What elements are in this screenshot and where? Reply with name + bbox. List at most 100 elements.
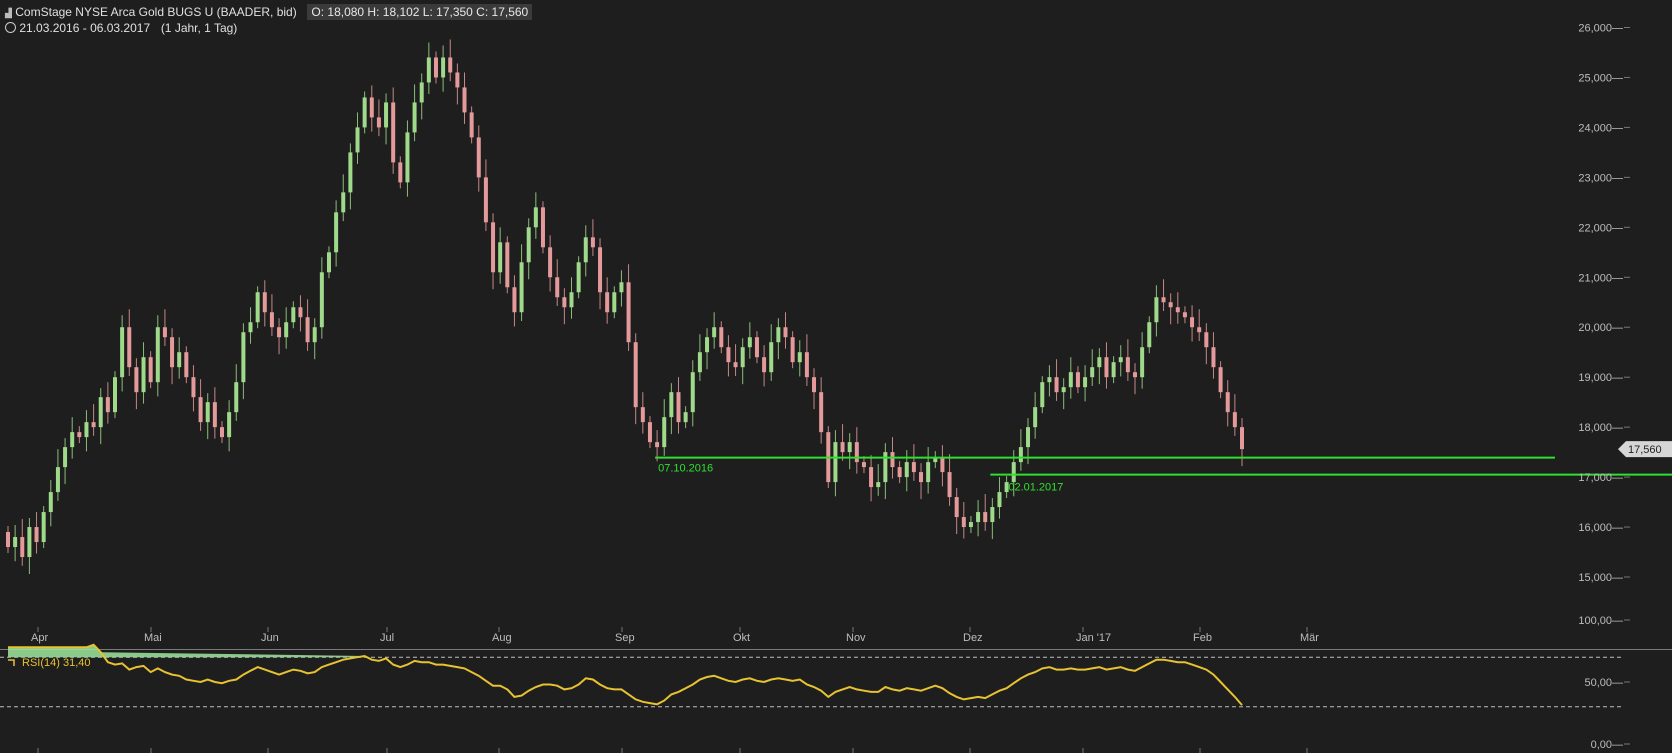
candle-body [55,467,60,493]
candle-body [105,397,110,413]
candle-body [476,137,481,178]
candle-body [441,57,446,78]
candle-body [1225,392,1230,413]
candle-body [790,337,795,363]
candle-body [569,292,574,308]
candle-body [804,352,809,378]
date-range-row: 21.03.2016 - 06.03.2017 (1 Jahr, 1 Tag) [5,21,237,35]
x-tick-label: Feb [1193,632,1212,644]
candle-body [812,377,817,393]
candle-body [1204,332,1209,348]
candle-body [1197,327,1202,333]
candle-body [184,352,189,378]
rsi-tick-label: 100,00— [1578,615,1623,627]
candle-body [1047,377,1052,383]
candle-body [769,342,774,373]
candle-body [462,87,467,113]
candle-body [13,537,18,548]
candle-body [840,442,845,453]
y-tick-label: 23,000— [1578,172,1623,184]
x-tick-label: Sep [615,632,635,644]
candle-body [405,132,410,183]
candle-body [1018,447,1023,463]
candle-body [655,442,660,448]
candle-body [334,212,339,253]
candle-body [483,177,488,223]
candle-body [783,327,788,338]
candle-body [633,342,638,408]
candle-body [234,382,239,413]
candle-body [562,297,567,308]
candle-body [34,527,39,543]
x-tick-label: Mär [1300,632,1319,644]
candle-body [319,272,324,328]
candle-body [348,152,353,193]
last-price-badge [1618,441,1672,458]
candle-body [583,237,588,263]
candle-body [598,247,603,293]
candle-body [1004,482,1009,493]
candle-body [20,537,25,558]
candle-body [70,432,75,448]
candle-body [854,442,859,463]
candle-body [1040,382,1045,408]
y-tick-label: 22,000— [1578,222,1623,234]
y-tick-label: 17,000— [1578,472,1623,484]
rsi-layer: 100,00— 50,00— 0,00— RSI(14) 31,40 [0,615,1630,751]
candle-body [1068,372,1073,388]
x-tick-label: Jun [261,632,279,644]
candle-body [1075,372,1080,388]
x-tick-label: Okt [733,632,750,644]
candle-body [1168,302,1173,308]
candle-body [833,442,838,483]
x-tick-label: Aug [492,632,512,644]
candle-body [954,497,959,518]
candle-body [605,292,610,313]
candle-body [269,312,274,328]
candle-body [1011,462,1016,483]
candle-body [41,512,46,543]
y-tick-label: 16,000— [1578,522,1623,534]
rsi-tick-label: 0,00— [1591,739,1623,751]
candle-body [526,227,531,263]
candle-body [797,352,802,363]
candle-body [968,522,973,528]
candle-body [690,372,695,413]
candle-body [170,337,175,368]
candle-body [77,432,82,438]
candle-body [676,392,681,423]
candle-body [1083,377,1088,388]
support-level-label: 02.01.2017 [1008,482,1063,494]
candle-body [27,527,32,558]
candle-body [205,402,210,423]
candle-body [419,82,424,103]
candle-body [1125,357,1130,373]
candle-body [284,322,289,338]
candle-body [412,102,417,133]
candle-body [861,462,866,468]
candle-body [291,307,296,323]
levels-layer: 07.10.2016 02.01.2017 [655,456,1672,494]
y-tick-label: 19,000— [1578,372,1623,384]
rsi-tick-label: 50,00— [1584,677,1623,689]
candle-body [976,512,981,523]
candle-body [91,422,96,428]
candle-body [933,457,938,463]
instrument-title: ComStage NYSE Arca Gold BUGS U (BAADER, … [15,5,297,19]
candle-body [227,412,232,438]
candle-body [1033,407,1038,428]
candle-body [1161,297,1166,303]
last-price-label: 17,560 [1628,444,1662,456]
date-range: 21.03.2016 - 06.03.2017 [19,21,151,35]
candle-body [1190,317,1195,328]
candle-body [612,292,617,313]
candle-body [662,417,667,448]
candle-body [248,322,253,333]
rsi-title: RSI(14) 31,40 [22,657,90,669]
candle-body [683,412,688,423]
rsi-overbought-fill [8,644,365,658]
y-tick-label: 20,000— [1578,322,1623,334]
candle-body [120,327,125,378]
candle-body [1240,427,1244,450]
